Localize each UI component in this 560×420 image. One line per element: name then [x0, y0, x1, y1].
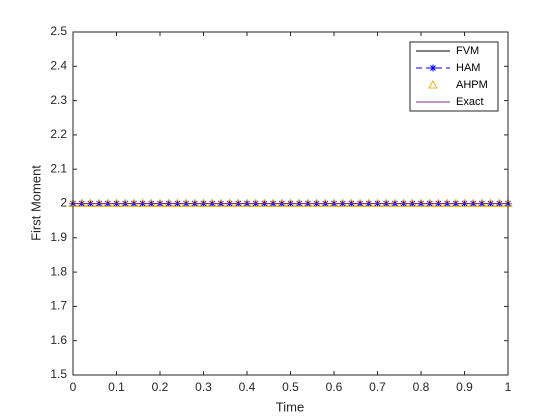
x-tick-label: 0	[70, 380, 77, 394]
x-tick-label: 0.6	[326, 380, 343, 394]
legend-label: AHPM	[456, 79, 488, 91]
y-tick-label: 1.6	[50, 333, 67, 347]
y-tick-label: 2.2	[50, 127, 67, 141]
legend-label: FVM	[456, 45, 479, 57]
x-tick-label: 0.2	[152, 380, 169, 394]
y-tick-label: 1.5	[50, 367, 67, 381]
legend-marker	[429, 64, 437, 72]
x-tick-label: 0.3	[195, 380, 212, 394]
axes-box	[72, 31, 509, 376]
x-tick-label: 0.8	[413, 380, 430, 394]
x-tick-label: 0.4	[239, 380, 256, 394]
x-axis-label: Time	[276, 399, 304, 414]
y-tick-label: 2.4	[50, 58, 67, 72]
y-tick-label: 2.5	[50, 24, 67, 38]
legend-marker	[428, 79, 438, 89]
x-tick-label: 0.9	[456, 380, 473, 394]
legend-box	[409, 41, 499, 112]
y-tick-label: 1.8	[50, 264, 67, 278]
x-tick-label: 0.1	[108, 380, 125, 394]
y-axis-label: First Moment	[28, 165, 43, 241]
x-tick-label: 0.5	[282, 380, 299, 394]
y-tick-label: 2	[60, 196, 67, 210]
x-tick-label: 1	[505, 380, 512, 394]
x-tick-label: 0.7	[369, 380, 386, 394]
y-tick-label: 2.1	[50, 161, 67, 175]
y-tick-label: 2.3	[50, 93, 67, 107]
legend-label: HAM	[456, 62, 480, 74]
legend-label: Exact	[456, 96, 484, 108]
y-tick-label: 1.7	[50, 299, 67, 313]
y-tick-label: 1.9	[50, 230, 67, 244]
